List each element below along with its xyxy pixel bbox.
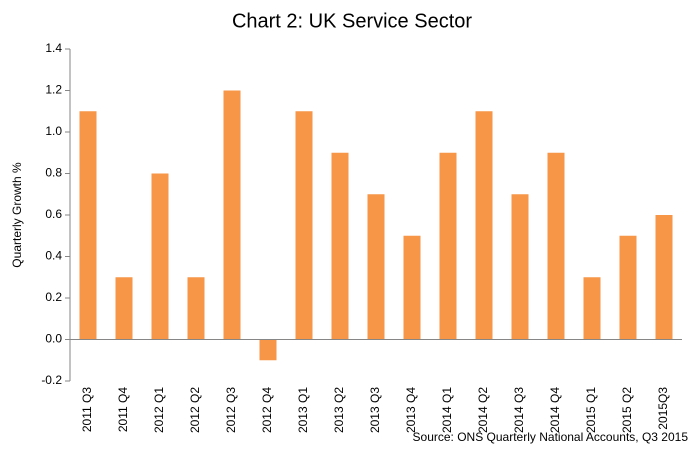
x-tick-label: 2014 Q1 [440,387,454,433]
x-tick-label: 2014 Q3 [512,387,526,433]
bar [187,277,205,340]
chart-title: Chart 2: UK Service Sector [232,10,472,32]
bar [259,339,277,361]
y-tick-label: 0.4 [45,249,62,263]
bar [223,90,241,340]
bar [511,194,529,340]
bar [331,152,349,340]
y-tick-label: 1.4 [45,41,62,55]
bar [439,152,457,340]
x-tick-label: 2015 Q2 [620,387,634,433]
x-tick-label: 2013 Q1 [296,387,310,433]
bar [619,235,637,340]
bar [475,111,493,340]
y-tick-label: 1.2 [45,83,62,97]
x-tick-label: 2013 Q2 [332,387,346,433]
x-tick-label: 2014 Q4 [548,387,562,433]
x-tick-label: 2013 Q3 [368,387,382,433]
bar [655,215,673,340]
x-tick-label: 2014 Q2 [476,387,490,433]
bar [115,277,133,340]
x-tick-label: 2012 Q1 [152,387,166,433]
x-tick-label: 2015 Q1 [584,387,598,433]
y-tick-label: 0.2 [45,290,62,304]
x-tick-label: 2011 Q4 [116,387,130,432]
y-tick-label: 1.0 [45,124,62,138]
y-tick-label: 0.6 [45,207,62,221]
bar [547,152,565,340]
x-tick-label: 2012 Q2 [188,387,202,433]
bar [79,111,97,340]
bar [403,235,421,340]
y-tick-label: 0.8 [45,166,62,180]
x-tick-label: 2012 Q4 [260,387,274,433]
y-tick-label: 0.0 [45,332,62,346]
x-tick-label: 2015Q3 [656,387,670,430]
y-axis-label: Quarterly Growth % [10,162,24,268]
x-tick-label: 2011 Q3 [80,387,94,432]
bar [367,194,385,340]
x-tick-label: 2012 Q3 [224,387,238,433]
y-tick-label: -0.2 [41,373,62,387]
x-tick-label: 2013 Q4 [404,387,418,433]
bar [295,111,313,340]
source-note: Source: ONS Quarterly National Accounts,… [413,430,689,444]
bar [583,277,601,340]
bar [151,173,169,340]
